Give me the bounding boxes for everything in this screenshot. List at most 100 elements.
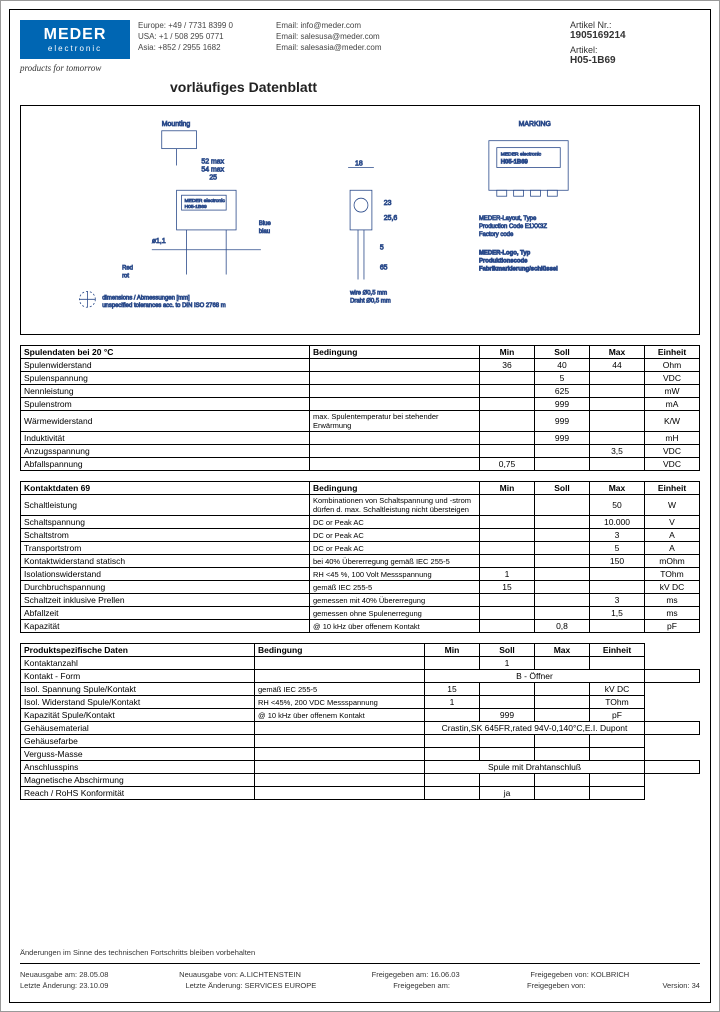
- table-cell: [535, 735, 590, 748]
- col-soll: Soll: [480, 644, 535, 657]
- col-min: Min: [480, 482, 535, 495]
- table-cell: [255, 657, 425, 670]
- page: MEDER electronic products for tomorrow E…: [0, 0, 720, 1012]
- table-cell: RH <45 %, 100 Volt Messspannung: [310, 568, 480, 581]
- table-cell: 1: [480, 657, 535, 670]
- svg-text:25,6: 25,6: [384, 215, 398, 222]
- footer-disclaimer: Änderungen im Sinne des technischen Fort…: [20, 948, 700, 957]
- table-cell: [590, 620, 645, 633]
- table-cell: Wärmewiderstand: [21, 411, 310, 432]
- table-cell: Crastin,SK 645FR,rated 94V-0,140°C,E.I. …: [425, 722, 645, 735]
- table-cell: A: [645, 542, 700, 555]
- table-cell: [535, 657, 590, 670]
- artikel-label: Artikel:: [570, 45, 700, 55]
- table-cell: [480, 516, 535, 529]
- table-cell: Ohm: [645, 359, 700, 372]
- table-cell: [310, 372, 480, 385]
- svg-text:ø1,1: ø1,1: [152, 238, 166, 245]
- table-row: Kontaktanzahl1: [21, 657, 700, 670]
- table-header-row: Produktspezifische Daten Bedingung Min S…: [21, 644, 700, 657]
- footer: Änderungen im Sinne des technischen Fort…: [20, 948, 700, 992]
- table-cell: mA: [645, 398, 700, 411]
- table-cell: 1: [425, 696, 480, 709]
- svg-text:65: 65: [380, 265, 388, 272]
- table-row: Anzugsspannung3,5VDC: [21, 445, 700, 458]
- table-cell: 999: [535, 398, 590, 411]
- table-cell: [590, 432, 645, 445]
- table-cell: Kapazität Spule/Kontakt: [21, 709, 255, 722]
- spulendaten-table: Spulendaten bei 20 °C Bedingung Min Soll…: [20, 345, 700, 471]
- table-cell: B - Öffner: [425, 670, 645, 683]
- svg-text:MEDER electronic: MEDER electronic: [185, 198, 226, 204]
- svg-text:18: 18: [355, 160, 363, 167]
- kontaktdaten-table: Kontaktdaten 69 Bedingung Min Soll Max E…: [20, 481, 700, 633]
- table-cell: 999: [535, 432, 590, 445]
- table-cell: Nennleistung: [21, 385, 310, 398]
- table-cell: [590, 774, 645, 787]
- table-row: Kontaktwiderstand statischbei 40% Überer…: [21, 555, 700, 568]
- table-cell: [535, 683, 590, 696]
- produktdaten-table: Produktspezifische Daten Bedingung Min S…: [20, 643, 700, 800]
- table-cell: pF: [590, 709, 645, 722]
- table-cell: [535, 555, 590, 568]
- table-cell: [480, 735, 535, 748]
- col-einheit: Einheit: [645, 346, 700, 359]
- produkt-body: Kontaktanzahl1Kontakt - FormB - ÖffnerIs…: [21, 657, 700, 800]
- table-cell: [590, 748, 645, 761]
- svg-text:Redrot: Redrot: [122, 266, 133, 280]
- svg-text:MEDER-Layout, TypeProduction C: MEDER-Layout, TypeProduction Code E1XX3Z…: [479, 216, 547, 238]
- table-cell: Kombinationen von Schaltspannung und -st…: [310, 495, 480, 516]
- table-cell: [535, 542, 590, 555]
- col-min: Min: [425, 644, 480, 657]
- table-cell: [425, 748, 480, 761]
- diagram-svg: Mounting 52 max 54 max 25 MEDER electron…: [21, 106, 699, 334]
- table-cell: Schaltzeit inklusive Prellen: [21, 594, 310, 607]
- table-cell: 15: [425, 683, 480, 696]
- table-row: Reach / RoHS Konformitätja: [21, 787, 700, 800]
- table-cell: [480, 398, 535, 411]
- table-cell: 40: [535, 359, 590, 372]
- table-cell: ms: [645, 594, 700, 607]
- footer-neuausgabe-am: Neuausgabe am: 28.05.08: [20, 970, 108, 979]
- table-cell: Anschlusspins: [21, 761, 255, 774]
- col-param: Produktspezifische Daten: [21, 644, 255, 657]
- table-cell: [535, 495, 590, 516]
- svg-text:54 max: 54 max: [201, 166, 224, 173]
- col-soll: Soll: [535, 346, 590, 359]
- table-cell: [425, 709, 480, 722]
- table-cell: [480, 683, 535, 696]
- table-cell: 50: [590, 495, 645, 516]
- table-cell: [480, 372, 535, 385]
- table-row: TransportstromDC or Peak AC5A: [21, 542, 700, 555]
- table-row: Nennleistung625mW: [21, 385, 700, 398]
- svg-text:dimensions / Abmessungen [mm]u: dimensions / Abmessungen [mm]unspecified…: [102, 295, 225, 309]
- contact-block: Europe: +49 / 7731 8399 0Email: info@med…: [138, 20, 562, 73]
- table-cell: [535, 607, 590, 620]
- table-cell: [590, 385, 645, 398]
- table-cell: 0,75: [480, 458, 535, 471]
- table-cell: Magnetische Abschirmung: [21, 774, 255, 787]
- table-cell: 5: [535, 372, 590, 385]
- table-cell: W: [645, 495, 700, 516]
- table-row: SchaltstromDC or Peak AC3A: [21, 529, 700, 542]
- table-cell: Gehäusematerial: [21, 722, 255, 735]
- table-cell: [480, 529, 535, 542]
- contact-region: USA: +1 / 508 295 0771: [138, 31, 268, 42]
- table-cell: [310, 398, 480, 411]
- table-cell: Abfallzeit: [21, 607, 310, 620]
- logo-box: MEDER electronic products for tomorrow: [20, 20, 130, 73]
- table-cell: [535, 445, 590, 458]
- logo-text-top: MEDER: [24, 26, 126, 44]
- table-cell: Anzugsspannung: [21, 445, 310, 458]
- table-cell: [535, 748, 590, 761]
- table-cell: pF: [645, 620, 700, 633]
- table-cell: TOhm: [590, 696, 645, 709]
- table-cell: 1,5: [590, 607, 645, 620]
- table-cell: [535, 709, 590, 722]
- col-bedingung: Bedingung: [255, 644, 425, 657]
- footer-row: Neuausgabe am: 28.05.08 Neuausgabe von: …: [20, 970, 700, 979]
- table-cell: [425, 774, 480, 787]
- table-cell: [310, 432, 480, 445]
- table-cell: [480, 495, 535, 516]
- table-row: Kapazität Spule/Kontakt@ 10 kHz über off…: [21, 709, 700, 722]
